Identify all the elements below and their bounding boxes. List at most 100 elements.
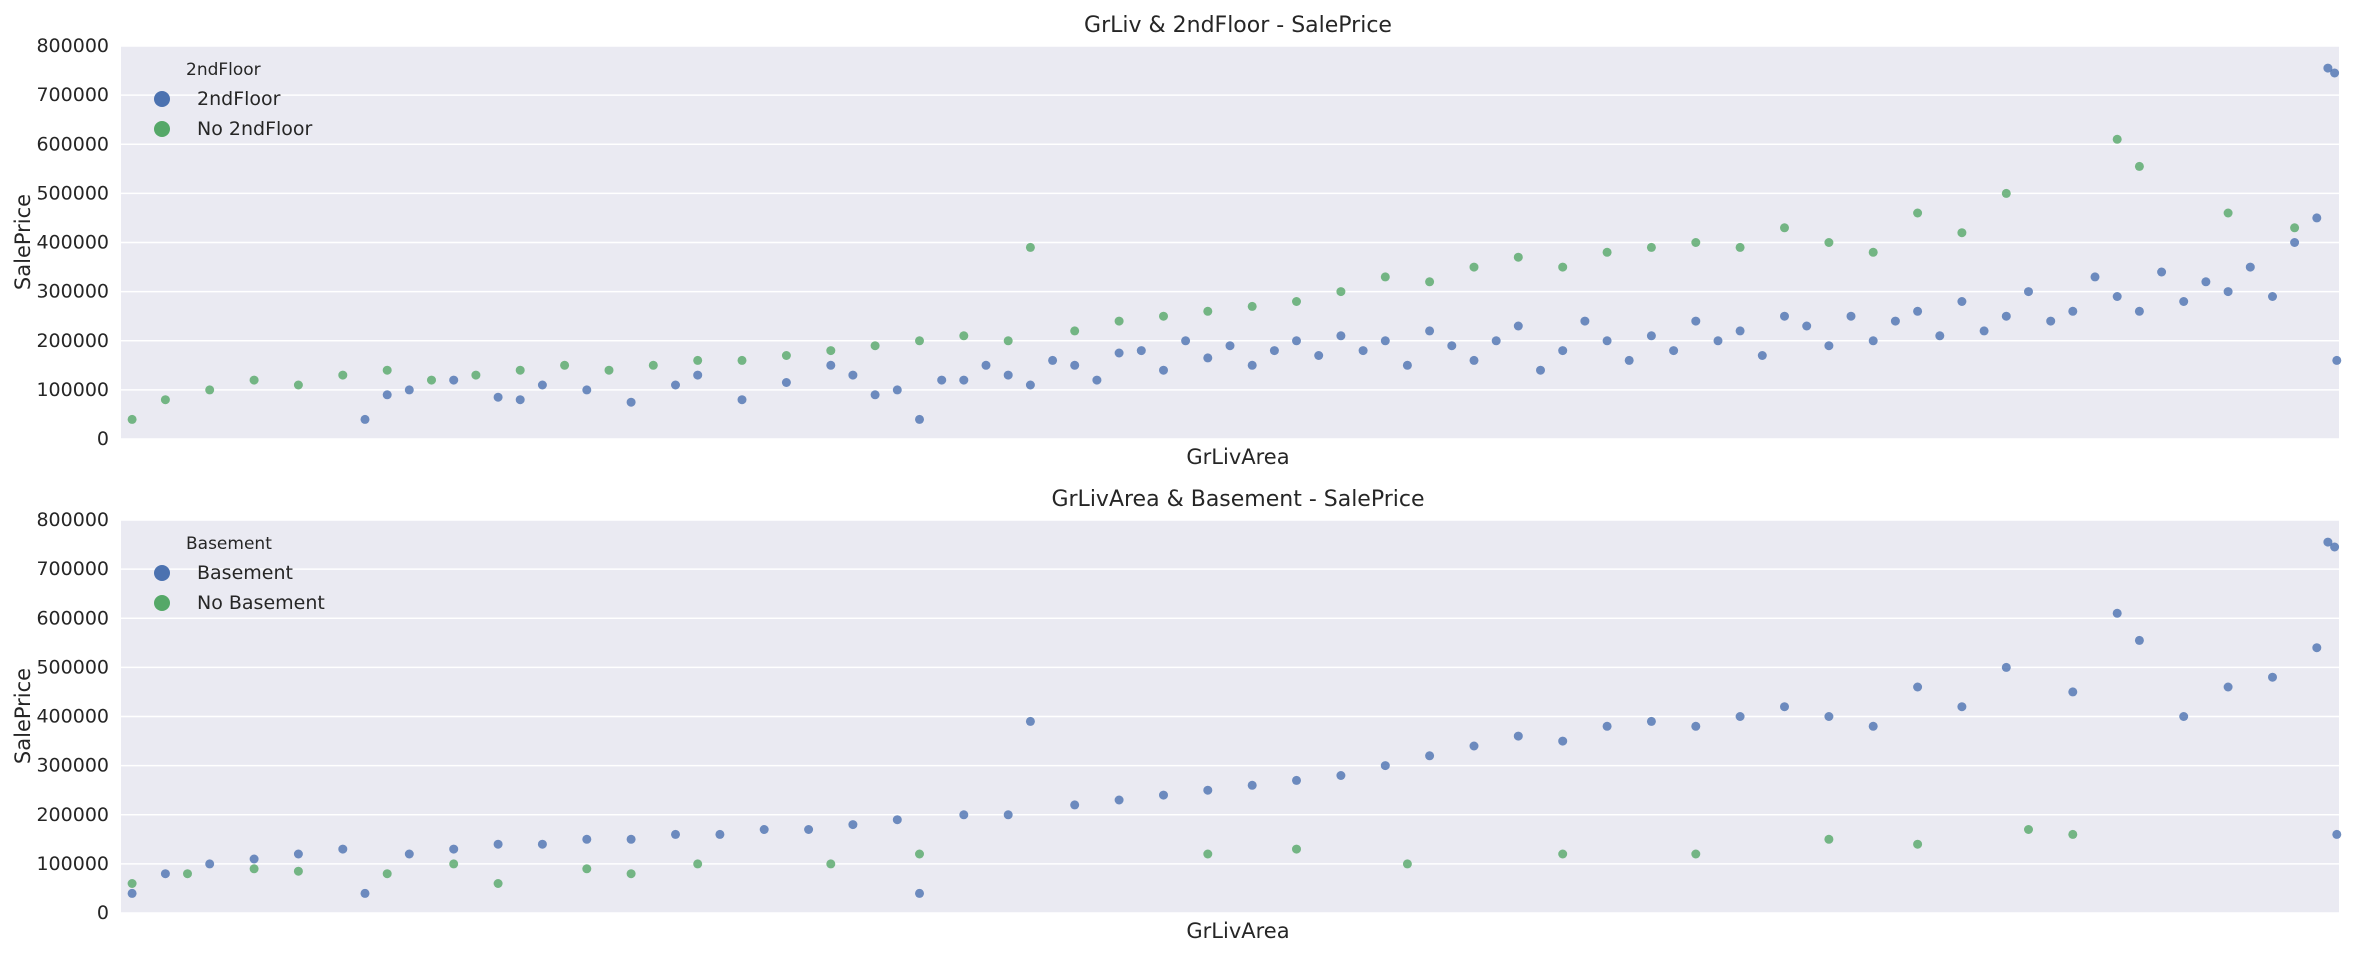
data-point-2ndfloor	[915, 414, 924, 424]
y-tick-label: 200000	[36, 330, 109, 352]
data-point-no-2ndfloor	[1070, 326, 1080, 336]
data-point-no-2ndfloor	[1292, 297, 1301, 306]
data-point-2ndfloor	[1203, 353, 1213, 363]
y-tick-label: 500000	[36, 182, 109, 204]
y-tick-label: 0	[97, 902, 109, 924]
data-point-2ndfloor	[1957, 297, 1967, 306]
data-point-2ndfloor	[2312, 213, 2322, 223]
data-point-no-basement	[249, 864, 259, 874]
data-point-2ndfloor	[404, 385, 414, 395]
y-tick-label: 0	[97, 428, 109, 450]
data-point-2ndfloor	[2201, 277, 2211, 287]
data-point-basement	[804, 825, 814, 834]
data-point-no-2ndfloor	[1868, 247, 1878, 257]
data-point-no-2ndfloor	[1913, 208, 1923, 218]
data-point-no-basement	[382, 869, 392, 879]
data-point-2ndfloor	[537, 380, 547, 390]
data-point-no-2ndfloor	[1513, 252, 1523, 262]
data-point-basement	[582, 834, 592, 844]
data-point-2ndfloor	[1846, 311, 1856, 321]
data-point-2ndfloor	[826, 360, 836, 370]
data-point-no-2ndfloor	[249, 375, 259, 385]
legend-label-no-basement: No Basement	[197, 592, 325, 614]
data-point-no-2ndfloor	[1646, 242, 1656, 252]
y-tick-label: 600000	[36, 133, 109, 155]
data-point-basement	[1735, 712, 1745, 721]
data-point-2ndfloor	[1536, 365, 1545, 375]
scatter-points	[127, 63, 2342, 424]
data-point-2ndfloor	[382, 390, 392, 400]
data-point-basement	[2330, 542, 2340, 552]
data-point-no-2ndfloor	[2112, 134, 2122, 144]
data-point-basement	[959, 810, 969, 820]
legend-marker-no-2ndfloor	[154, 121, 170, 137]
data-point-no-2ndfloor	[1602, 247, 1612, 257]
data-point-no-2ndfloor	[915, 336, 924, 346]
data-point-2ndfloor	[2112, 292, 2122, 301]
data-point-2ndfloor	[2245, 262, 2255, 272]
data-point-2ndfloor	[1890, 316, 1900, 326]
data-point-basement	[293, 849, 303, 859]
data-point-2ndfloor	[1247, 360, 1257, 370]
legend-title: Basement	[186, 534, 272, 554]
data-point-basement	[915, 888, 924, 898]
data-point-no-2ndfloor	[1025, 242, 1035, 252]
data-point-no-basement	[1824, 834, 1834, 844]
data-point-2ndfloor	[2223, 287, 2233, 297]
data-point-no-2ndfloor	[160, 395, 170, 405]
data-point-no-basement	[582, 864, 592, 874]
data-point-no-2ndfloor	[693, 355, 703, 365]
data-point-no-2ndfloor	[1957, 228, 1967, 238]
chart-panel-2ndfloor: GrLiv & 2ndFloor - SalePrice 0 100000 2000…	[11, 13, 2342, 469]
y-tick-labels: 0 100000 200000 300000 400000 500000 600000 700…	[36, 35, 109, 450]
data-point-no-2ndfloor	[781, 351, 791, 360]
data-point-basement	[1380, 761, 1390, 771]
data-point-no-2ndfloor	[1203, 306, 1213, 316]
data-point-no-2ndfloor	[427, 375, 436, 385]
data-point-basement	[1646, 716, 1656, 726]
data-point-2ndfloor	[515, 395, 525, 405]
data-point-2ndfloor	[493, 392, 503, 402]
data-point-basement	[2268, 672, 2277, 682]
data-point-basement	[626, 834, 636, 844]
data-point-2ndfloor	[2330, 68, 2340, 78]
data-point-no-2ndfloor	[2001, 188, 2011, 198]
chart-title: GrLiv & 2ndFloor - SalePrice	[1084, 13, 1392, 38]
y-tick-label: 800000	[36, 35, 109, 57]
data-point-2ndfloor	[449, 375, 459, 385]
data-point-no-2ndfloor	[604, 365, 614, 375]
data-point-2ndfloor	[1935, 331, 1945, 341]
data-point-no-2ndfloor	[1114, 316, 1124, 326]
data-point-basement	[1003, 810, 1013, 820]
data-point-basement	[360, 888, 370, 898]
data-point-2ndfloor	[2332, 355, 2342, 365]
data-point-no-basement	[2024, 825, 2033, 834]
data-point-no-2ndfloor	[338, 370, 348, 380]
data-point-basement	[449, 844, 459, 854]
legend: 2ndFloor 2ndFloor No 2ndFloor	[154, 60, 313, 140]
data-point-no-2ndfloor	[737, 355, 747, 365]
data-point-2ndfloor	[626, 397, 636, 407]
data-point-basement	[715, 829, 725, 839]
y-axis-label: SalePrice	[11, 194, 35, 290]
data-point-2ndfloor	[1225, 341, 1235, 351]
data-point-no-basement	[2068, 829, 2078, 839]
data-point-2ndfloor	[2268, 292, 2277, 301]
data-point-no-2ndfloor	[515, 365, 525, 375]
legend-marker-no-basement	[154, 595, 170, 611]
data-point-2ndfloor	[671, 380, 680, 390]
data-point-2ndfloor	[1136, 346, 1146, 356]
data-point-no-2ndfloor	[1824, 238, 1834, 247]
data-point-no-basement	[127, 879, 137, 888]
data-point-basement	[205, 859, 215, 869]
data-point-2ndfloor	[1824, 341, 1834, 351]
data-point-no-2ndfloor	[471, 370, 481, 380]
data-point-2ndfloor	[848, 370, 858, 380]
data-point-no-2ndfloor	[1691, 238, 1701, 247]
data-point-2ndfloor	[2046, 316, 2056, 326]
data-point-basement	[759, 825, 769, 834]
data-point-2ndfloor	[1425, 326, 1435, 336]
data-point-no-2ndfloor	[870, 341, 880, 351]
data-point-2ndfloor	[2024, 287, 2033, 297]
data-point-basement	[2323, 537, 2333, 547]
